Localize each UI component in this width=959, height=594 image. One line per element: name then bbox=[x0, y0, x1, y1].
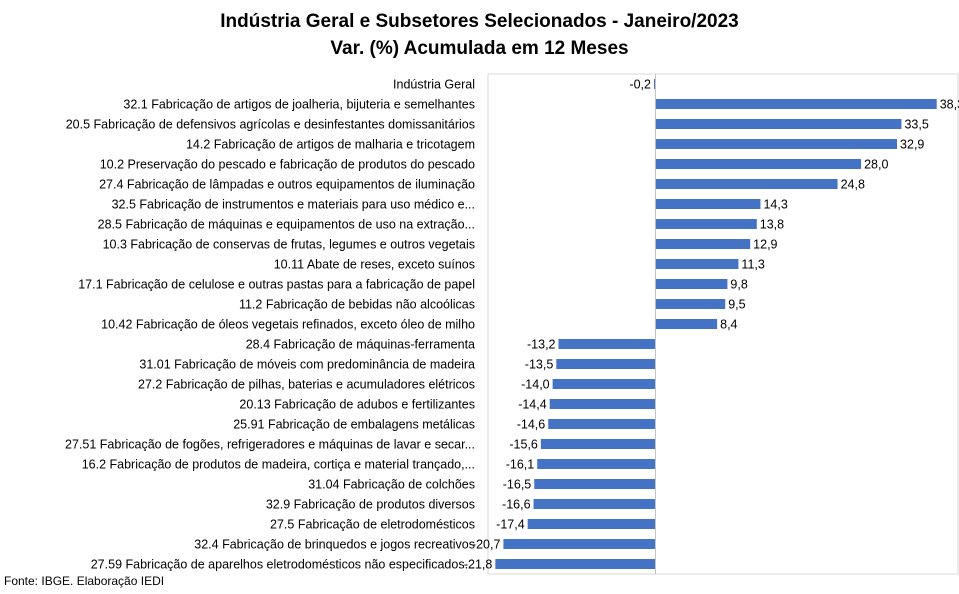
value-label: -16,6 bbox=[502, 498, 531, 512]
bar bbox=[533, 499, 656, 509]
value-label: -17,4 bbox=[496, 518, 525, 532]
bar bbox=[556, 359, 656, 369]
bar bbox=[552, 379, 656, 389]
category-label: 28.4 Fabricação de máquinas-ferramenta bbox=[246, 338, 475, 352]
category-label: 27.59 Fabricação de aparelhos eletrodomé… bbox=[91, 558, 475, 572]
bar bbox=[655, 299, 726, 309]
bar bbox=[655, 199, 761, 209]
category-label: 25.91 Fabricação de embalagens metálicas bbox=[233, 418, 475, 432]
bar bbox=[540, 439, 656, 449]
bar bbox=[527, 519, 656, 529]
bar bbox=[534, 479, 656, 489]
category-label: 17.1 Fabricação de celulose e outras pas… bbox=[78, 278, 475, 292]
value-label: -14,4 bbox=[518, 398, 547, 412]
bars-group bbox=[495, 79, 937, 569]
category-label: 27.2 Fabricação de pilhas, baterias e ac… bbox=[138, 378, 475, 392]
category-label: Indústria Geral bbox=[393, 78, 475, 92]
bar bbox=[655, 119, 902, 129]
value-label: 14,3 bbox=[763, 198, 787, 212]
category-label: 31.01 Fabricação de móveis com predominâ… bbox=[139, 358, 475, 372]
category-label: 32.5 Fabricação de instrumentos e materi… bbox=[112, 198, 475, 212]
plot-frame bbox=[487, 73, 959, 575]
bar bbox=[655, 159, 862, 169]
bar bbox=[655, 319, 718, 329]
bar bbox=[549, 399, 656, 409]
value-label: 11,3 bbox=[741, 258, 764, 272]
category-label: 28.5 Fabricação de máquinas e equipament… bbox=[98, 218, 475, 232]
category-label: 27.51 Fabricação de fogões, refrigerador… bbox=[65, 438, 475, 452]
value-label: 38,3 bbox=[940, 98, 959, 112]
value-label: 9,8 bbox=[730, 278, 747, 292]
category-label: 14.2 Fabricação de artigos de malharia e… bbox=[186, 138, 475, 152]
category-label: 10.11 Abate de reses, exceto suínos bbox=[274, 258, 475, 272]
bar bbox=[655, 239, 751, 249]
bar bbox=[558, 339, 656, 349]
bar bbox=[655, 219, 757, 229]
chart-subtitle: Var. (%) Acumulada em 12 Meses bbox=[330, 38, 629, 59]
bar bbox=[495, 559, 656, 569]
category-label: 10.42 Fabricação de óleos vegetais refin… bbox=[101, 318, 475, 332]
value-label: -15,6 bbox=[509, 438, 538, 452]
plot-area-border bbox=[487, 73, 959, 575]
value-label: 33,5 bbox=[904, 118, 928, 132]
category-label: 20.5 Fabricação de defensivos agrícolas … bbox=[66, 118, 475, 132]
value-label: 8,4 bbox=[720, 318, 737, 332]
category-label: 20.13 Fabricação de adubos e fertilizant… bbox=[239, 398, 475, 412]
category-label: 10.3 Fabricação de conservas de frutas, … bbox=[103, 238, 475, 252]
chart-title: Indústria Geral e Subsetores Selecionado… bbox=[220, 11, 739, 32]
value-label: -16,5 bbox=[503, 478, 532, 492]
value-label: 32,9 bbox=[900, 138, 924, 152]
value-label: -14,0 bbox=[521, 378, 550, 392]
category-label: 31.04 Fabricação de colchões bbox=[308, 478, 475, 492]
bar bbox=[537, 459, 656, 469]
value-label: 28,0 bbox=[864, 158, 888, 172]
chart-title-block: Indústria Geral e Subsetores Selecionado… bbox=[0, 8, 959, 62]
value-label: -16,1 bbox=[506, 458, 535, 472]
bar bbox=[655, 179, 838, 189]
category-labels-group: Indústria Geral 32.1 Fabricação de artigo… bbox=[65, 78, 475, 572]
category-label: 10.2 Preservação do pescado e fabricação… bbox=[100, 158, 475, 172]
category-label: 27.5 Fabricação de eletrodomésticos bbox=[270, 518, 475, 532]
value-label: 13,8 bbox=[760, 218, 784, 232]
value-label: -14,6 bbox=[517, 418, 546, 432]
value-label: -0,2 bbox=[629, 78, 651, 92]
category-label: 16.2 Fabricação de produtos de madeira, … bbox=[82, 458, 475, 472]
bar bbox=[548, 419, 656, 429]
bar bbox=[655, 139, 898, 149]
bar bbox=[503, 539, 656, 549]
value-label: -21,8 bbox=[464, 558, 493, 572]
category-label: 32.9 Fabricação de produtos diversos bbox=[266, 498, 475, 512]
value-labels-group: -0,2 38,3 33,5 32,9 28,0 24,8 14,3 13,8 12,9 11,3… bbox=[464, 78, 959, 572]
bar bbox=[655, 279, 728, 289]
source-note: Fonte: IBGE. Elaboração IEDI bbox=[4, 574, 165, 588]
value-label: -13,2 bbox=[527, 338, 556, 352]
value-label: -20,7 bbox=[472, 538, 501, 552]
category-label: 32.1 Fabricação de artigos de joalheria,… bbox=[123, 98, 475, 112]
value-label: 12,9 bbox=[753, 238, 777, 252]
category-label: 11.2 Fabricação de bebidas não alcoólica… bbox=[239, 298, 475, 312]
category-label: 32.4 Fabricação de brinquedos e jogos re… bbox=[194, 538, 475, 552]
bar bbox=[655, 259, 739, 269]
value-label: 24,8 bbox=[841, 178, 865, 192]
bar bbox=[653, 79, 656, 89]
value-label: -13,5 bbox=[525, 358, 554, 372]
category-label: 27.4 Fabricação de lâmpadas e outros equ… bbox=[99, 178, 475, 192]
bar bbox=[655, 99, 937, 109]
value-label: 9,5 bbox=[728, 298, 745, 312]
